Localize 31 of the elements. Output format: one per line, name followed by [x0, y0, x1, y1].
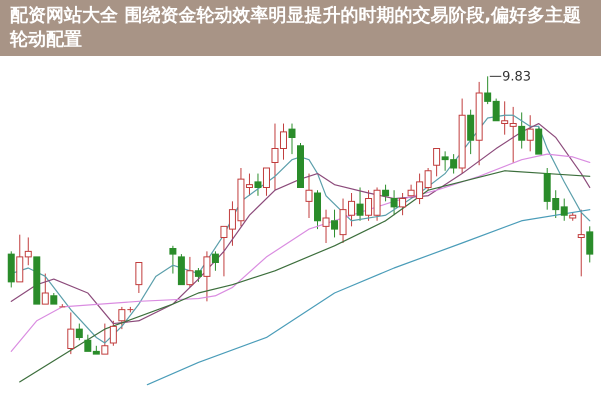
candlestick	[42, 273, 49, 305]
candlestick	[586, 226, 594, 263]
candlestick	[331, 209, 338, 238]
candlestick	[110, 320, 117, 346]
candlestick	[322, 209, 330, 244]
candlestick	[186, 256, 194, 288]
candlestick	[288, 123, 296, 155]
candlestick	[118, 306, 126, 330]
candlestick	[169, 245, 176, 274]
candlestick	[399, 192, 406, 216]
candlestick	[203, 250, 210, 302]
candlestick	[50, 292, 58, 305]
candlestick	[135, 262, 142, 294]
candlestick	[76, 323, 83, 341]
candlestick	[254, 173, 262, 196]
candlestick	[518, 112, 526, 150]
candlestick	[526, 114, 534, 152]
candlestick	[578, 209, 585, 277]
candlestick	[382, 184, 390, 202]
candlestick	[212, 250, 219, 272]
candlestick	[356, 186, 364, 222]
candlestick	[306, 173, 313, 218]
candlestick	[67, 312, 74, 355]
candlestick	[58, 304, 66, 308]
candlestick	[194, 268, 202, 282]
candlestick	[433, 148, 440, 177]
candlestick	[262, 168, 270, 196]
candlestick	[101, 323, 108, 355]
chart-title: 配资网站大全 围绕资金轮动效率明显提升的时期的交易阶段,偏好多主题轮动配置	[0, 0, 601, 56]
candlestick	[390, 190, 398, 216]
annotation: 9.83	[502, 69, 532, 84]
